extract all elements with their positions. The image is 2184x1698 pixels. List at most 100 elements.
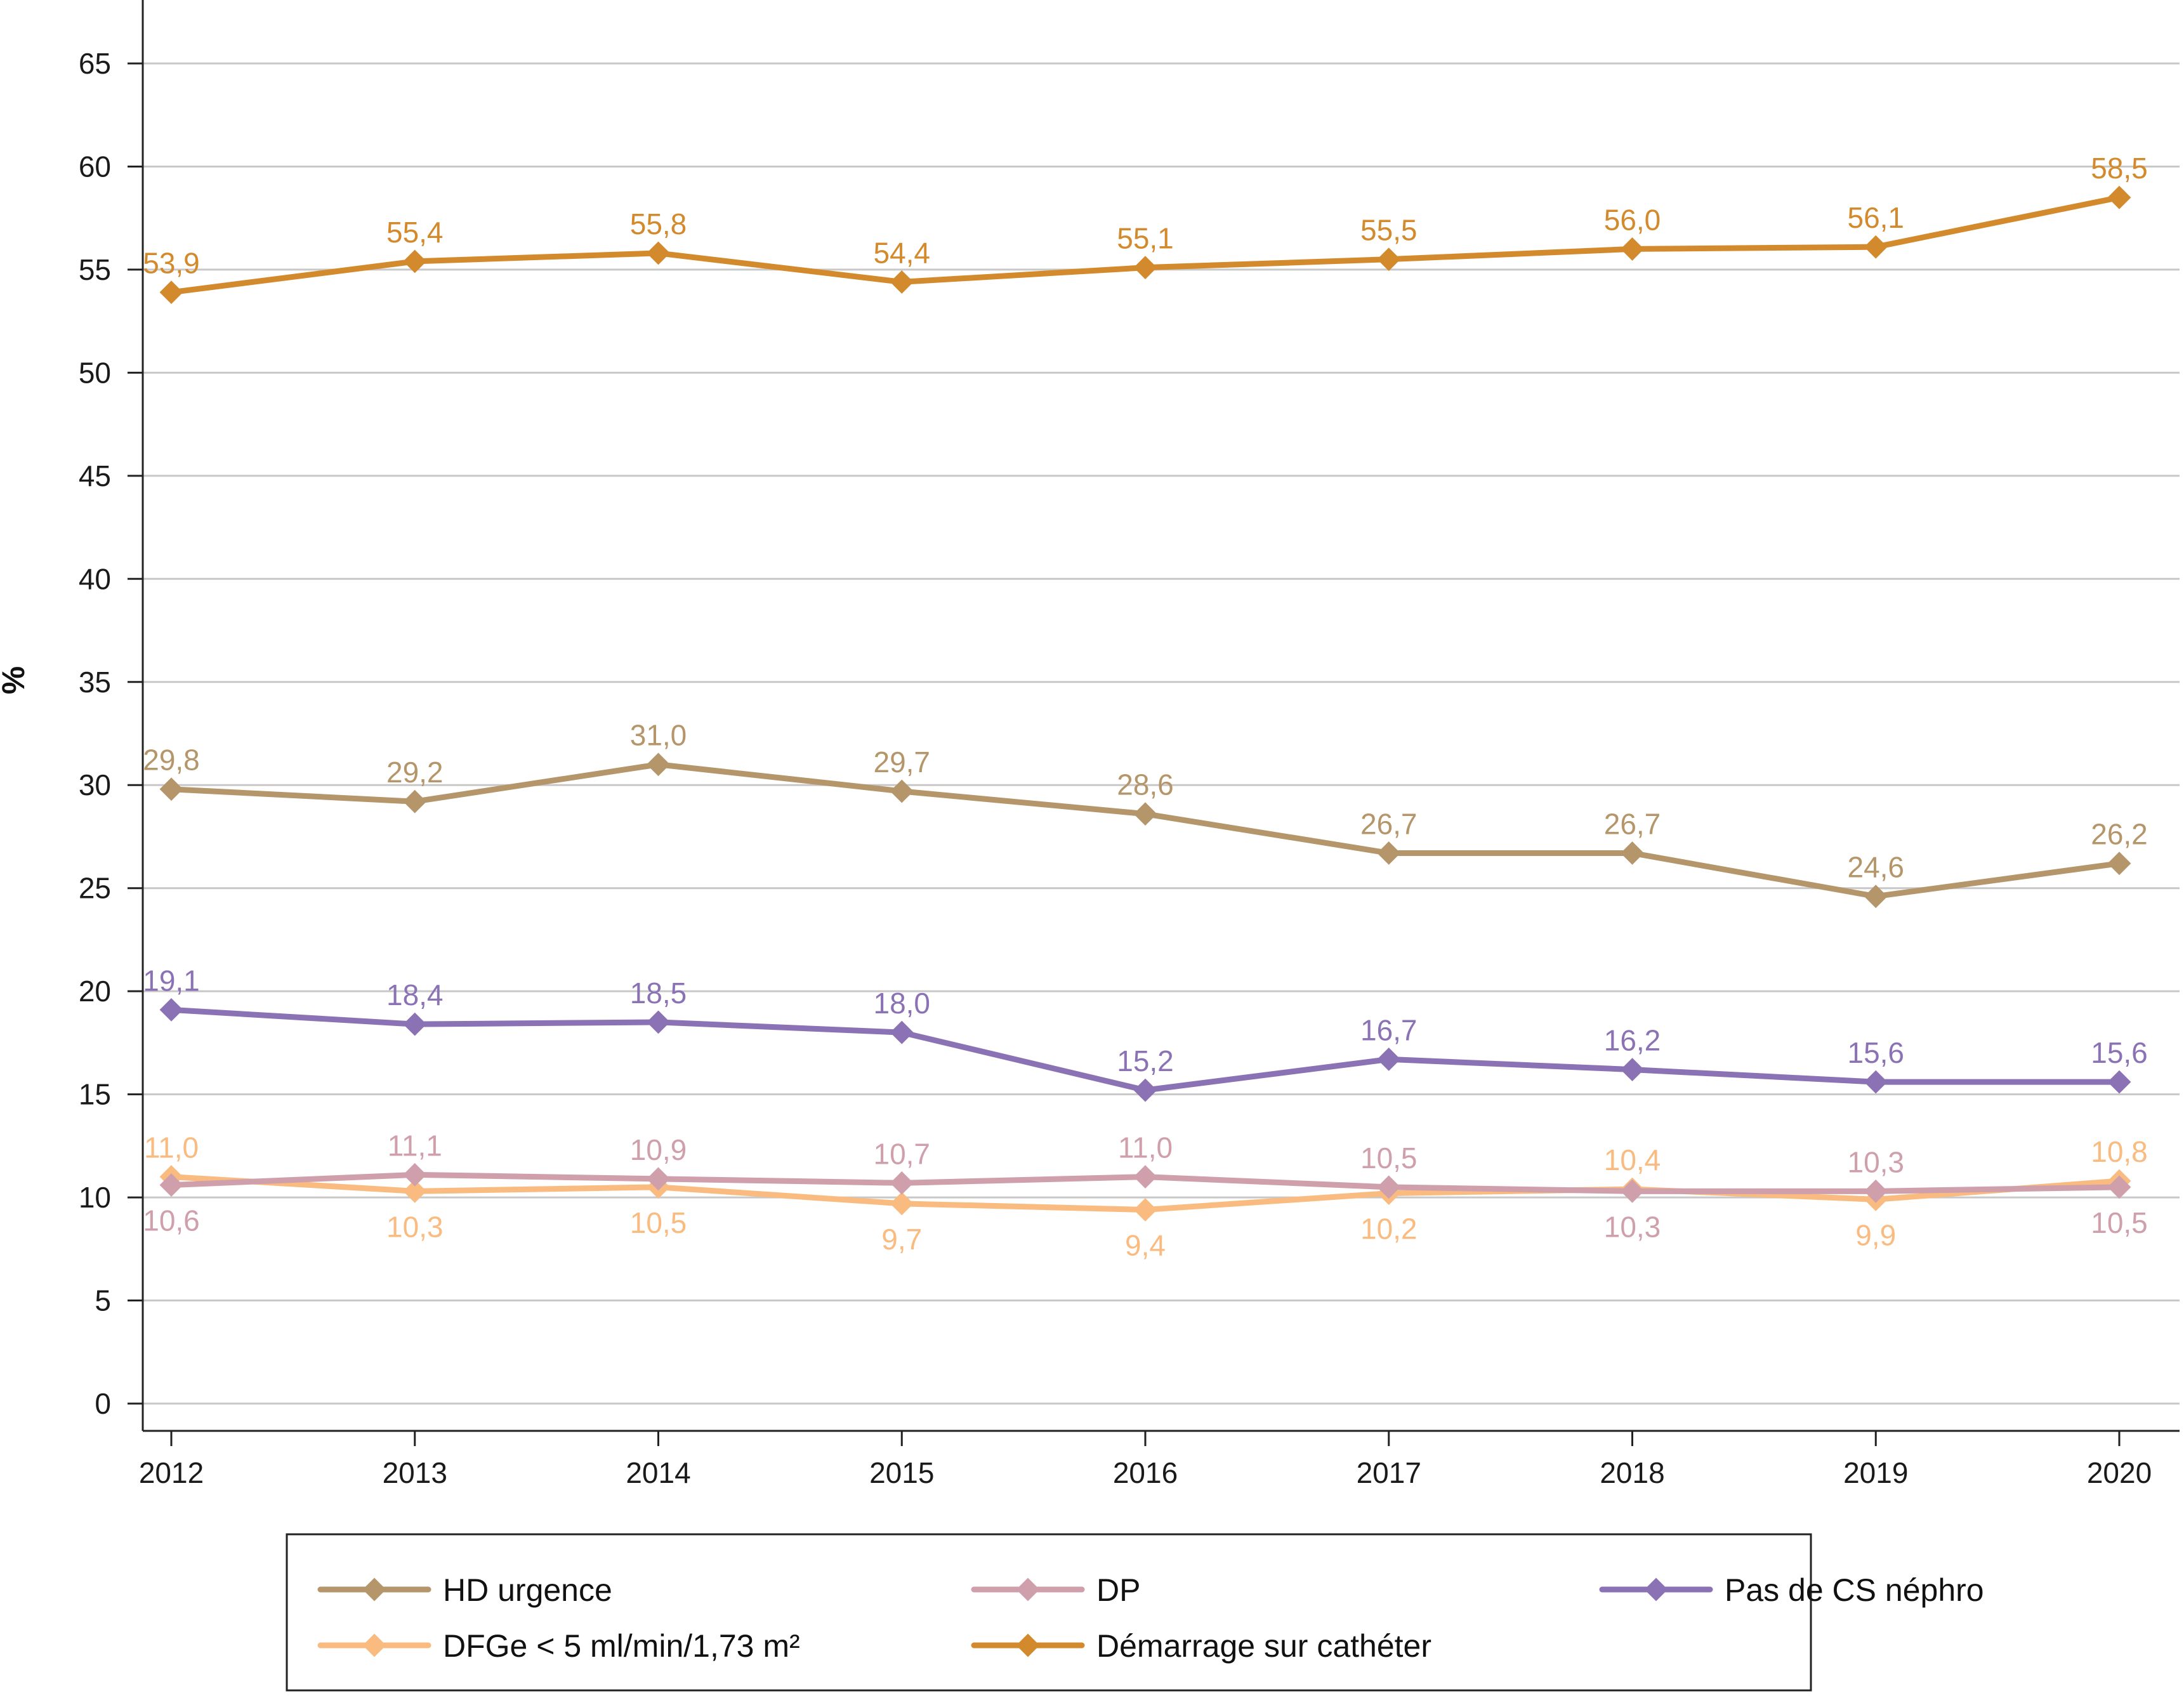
y-axis-title: %: [0, 666, 31, 694]
data-point-demarrage-sur-catheter: [2107, 185, 2131, 209]
data-label-dfge-5-ml-min-1-73-m: 9,4: [1125, 1229, 1166, 1262]
data-label-hd-urgence: 31,0: [630, 719, 687, 752]
y-tick-label: 20: [79, 975, 111, 1008]
data-label-dfge-5-ml-min-1-73-m: 9,9: [1855, 1218, 1896, 1251]
data-point-pas-de-cs-nephro: [1377, 1047, 1401, 1071]
data-label-demarrage-sur-catheter: 53,9: [143, 247, 200, 280]
data-label-demarrage-sur-catheter: 56,0: [1604, 203, 1661, 236]
legend-marker: [362, 1577, 386, 1602]
data-point-pas-de-cs-nephro: [2107, 1070, 2131, 1094]
data-label-dfge-5-ml-min-1-73-m: 11,0: [144, 1131, 199, 1164]
data-point-demarrage-sur-catheter: [1864, 235, 1888, 259]
series-pas-de-cs-nephro: [159, 997, 2131, 1102]
data-point-dp: [159, 1173, 183, 1197]
data-label-dfge-5-ml-min-1-73-m: 10,8: [2091, 1135, 2148, 1168]
data-label-hd-urgence: 29,8: [143, 744, 200, 777]
legend-label: HD urgence: [443, 1572, 612, 1608]
y-tick-label: 65: [79, 47, 111, 80]
y-tick-label: 40: [79, 562, 111, 595]
legend-item-pas-de-cs-nephro: Pas de CS néphro: [1599, 1572, 1984, 1608]
data-label-hd-urgence: 24,6: [1847, 851, 1904, 884]
data-label-dfge-5-ml-min-1-73-m: 9,7: [881, 1223, 922, 1256]
data-point-hd-urgence: [403, 789, 427, 813]
x-tick-label: 2018: [1600, 1456, 1664, 1489]
data-point-hd-urgence: [890, 779, 914, 803]
y-tick-label: 30: [79, 768, 111, 801]
legend-label: Pas de CS néphro: [1725, 1572, 1984, 1608]
y-tick-label: 60: [79, 150, 111, 183]
data-point-hd-urgence: [1133, 802, 1157, 826]
x-tick-label: 2013: [383, 1456, 447, 1489]
data-point-dp: [890, 1171, 914, 1195]
data-label-demarrage-sur-catheter: 55,1: [1117, 222, 1174, 255]
data-label-pas-de-cs-nephro: 18,0: [873, 987, 930, 1020]
data-point-dp: [1621, 1179, 1644, 1203]
data-point-hd-urgence: [2107, 852, 2131, 876]
y-tick-label: 0: [95, 1387, 111, 1420]
series-dp: [159, 1162, 2131, 1203]
gridlines: [143, 62, 2180, 1405]
data-point-demarrage-sur-catheter: [1621, 237, 1644, 261]
data-label-dfge-5-ml-min-1-73-m: 10,2: [1360, 1213, 1418, 1246]
data-label-dfge-5-ml-min-1-73-m: 10,4: [1604, 1143, 1661, 1176]
x-tick-label: 2017: [1357, 1456, 1421, 1489]
data-label-dp: 10,3: [1604, 1210, 1661, 1243]
y-tick-label: 50: [79, 356, 111, 389]
legend-box: [286, 1533, 1812, 1692]
x-tick-label: 2019: [1843, 1456, 1908, 1489]
x-tick-label: 2014: [626, 1456, 690, 1489]
data-label-pas-de-cs-nephro: 16,2: [1604, 1024, 1661, 1057]
data-point-pas-de-cs-nephro: [647, 1010, 670, 1034]
series-demarrage-sur-catheter: [159, 185, 2131, 305]
y-tick-label: 25: [79, 872, 111, 905]
legend-item-dfge-5-ml-min-1-73-m: DFGe < 5 ml/min/1,73 m²: [317, 1628, 800, 1664]
data-label-dp: 10,3: [1847, 1145, 1904, 1178]
legend-item-demarrage-sur-catheter: Démarrage sur cathéter: [971, 1628, 1431, 1664]
data-label-dp: 11,0: [1118, 1131, 1173, 1164]
legend-item-hd-urgence: HD urgence: [317, 1572, 612, 1608]
data-label-hd-urgence: 29,7: [873, 746, 930, 779]
data-point-hd-urgence: [1864, 885, 1888, 909]
x-tick-label: 2012: [139, 1456, 204, 1489]
data-label-pas-de-cs-nephro: 15,2: [1117, 1044, 1174, 1077]
legend-marker: [1016, 1577, 1040, 1602]
x-tick-label: 2016: [1113, 1456, 1178, 1489]
data-point-pas-de-cs-nephro: [1133, 1078, 1157, 1102]
data-point-dp: [647, 1167, 670, 1191]
data-point-demarrage-sur-catheter: [1133, 256, 1157, 280]
data-label-pas-de-cs-nephro: 18,4: [386, 978, 444, 1011]
data-point-demarrage-sur-catheter: [647, 241, 670, 265]
data-label-demarrage-sur-catheter: 58,5: [2091, 152, 2148, 185]
legend-label: Démarrage sur cathéter: [1096, 1628, 1431, 1664]
data-label-dp: 10,9: [630, 1133, 687, 1166]
y-tick-label: 55: [79, 253, 111, 286]
data-label-hd-urgence: 29,2: [386, 756, 444, 789]
data-point-hd-urgence: [1377, 841, 1401, 865]
data-label-dp: 10,5: [2091, 1206, 2148, 1239]
y-tick-label: 15: [79, 1078, 111, 1111]
data-point-dp: [2107, 1175, 2131, 1199]
data-point-hd-urgence: [159, 777, 183, 801]
data-label-pas-de-cs-nephro: 15,6: [1847, 1036, 1904, 1069]
data-label-dfge-5-ml-min-1-73-m: 10,3: [386, 1210, 444, 1243]
data-label-hd-urgence: 26,7: [1360, 807, 1418, 840]
y-tick-label: 10: [79, 1181, 111, 1214]
data-point-pas-de-cs-nephro: [1621, 1058, 1644, 1082]
data-label-demarrage-sur-catheter: 54,4: [873, 236, 930, 269]
data-label-hd-urgence: 28,6: [1117, 768, 1174, 801]
data-point-dp: [1133, 1165, 1157, 1188]
data-point-dp: [1377, 1175, 1401, 1199]
series-group: [159, 185, 2131, 1221]
data-label-dp: 10,7: [873, 1137, 930, 1170]
data-point-dfge-5-ml-min-1-73-m: [1133, 1198, 1157, 1221]
data-label-hd-urgence: 26,2: [2091, 818, 2148, 851]
x-tick-label: 2020: [2087, 1456, 2152, 1489]
data-point-pas-de-cs-nephro: [159, 997, 183, 1022]
series-hd-urgence: [159, 753, 2131, 909]
data-labels: 29,8 29,2 31,0 29,7 28,6 26,7 26,7 24,6 26,2 10,6…: [143, 152, 2148, 1261]
data-point-demarrage-sur-catheter: [1377, 247, 1401, 272]
data-point-dp: [403, 1162, 427, 1187]
data-label-pas-de-cs-nephro: 16,7: [1360, 1013, 1418, 1046]
legend-marker: [362, 1633, 386, 1657]
